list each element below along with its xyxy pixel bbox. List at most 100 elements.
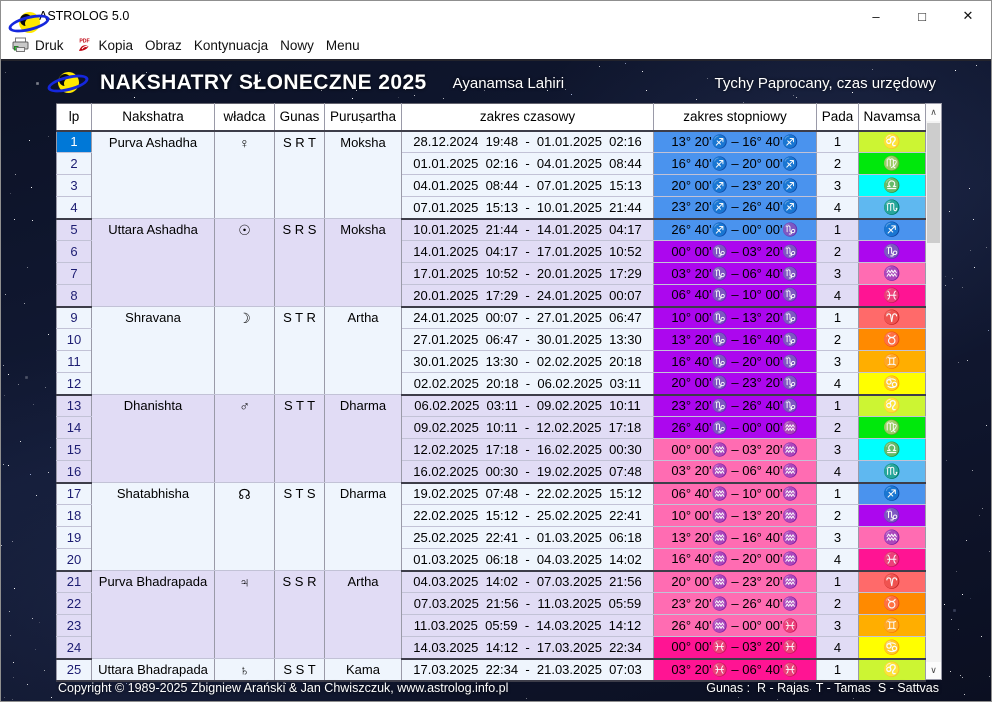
menu-item-druk[interactable]: Druk [9, 34, 73, 56]
cell-lp[interactable]: 9 [56, 306, 92, 329]
cell-time-range[interactable]: 04.03.2025 14:02 - 07.03.2025 21:56 [401, 570, 654, 593]
cell-lp[interactable]: 14 [56, 416, 92, 439]
cell-time-range[interactable]: 17.01.2025 10:52 - 20.01.2025 17:29 [401, 262, 654, 285]
cell-lp[interactable]: 4 [56, 196, 92, 220]
cell-time-range[interactable]: 10.01.2025 21:44 - 14.01.2025 04:17 [401, 218, 654, 241]
cell-pada[interactable]: 1 [816, 130, 859, 153]
cell-degree-range[interactable]: 26° 40'♑ – 00° 00'♒ [653, 416, 817, 439]
cell-lp[interactable]: 12 [56, 372, 92, 396]
menu-item-obraz[interactable]: Obraz [142, 35, 191, 56]
cell-time-range[interactable]: 16.02.2025 00:30 - 19.02.2025 07:48 [401, 460, 654, 484]
cell-pada[interactable]: 2 [816, 592, 859, 615]
maximize-button[interactable]: □ [918, 8, 926, 24]
cell-navamsa[interactable]: ♏ [858, 460, 926, 484]
cell-pada[interactable]: 3 [816, 350, 859, 373]
cell-pada[interactable]: 1 [816, 306, 859, 329]
cell-lp[interactable]: 22 [56, 592, 92, 615]
cell-navamsa[interactable]: ♋ [858, 372, 926, 396]
cell-lp[interactable]: 23 [56, 614, 92, 637]
menu-item-nowy[interactable]: Nowy [277, 35, 323, 56]
cell-degree-range[interactable]: 13° 20'♐ – 16° 40'♐ [653, 130, 817, 153]
cell-pada[interactable]: 1 [816, 482, 859, 505]
cell-pada[interactable]: 4 [816, 636, 859, 660]
cell-degree-range[interactable]: 00° 00'♓ – 03° 20'♓ [653, 636, 817, 660]
cell-degree-range[interactable]: 10° 00'♒ – 13° 20'♒ [653, 504, 817, 527]
cell-gunas[interactable]: S S T [274, 658, 325, 682]
cell-lp[interactable]: 16 [56, 460, 92, 484]
cell-pada[interactable]: 3 [816, 438, 859, 461]
cell-gunas[interactable]: S R S [274, 218, 325, 307]
cell-time-range[interactable]: 12.02.2025 17:18 - 16.02.2025 00:30 [401, 438, 654, 461]
cell-nakshatra[interactable]: Dhanishta [91, 394, 215, 483]
cell-ruler[interactable]: ♀ [214, 130, 275, 219]
cell-purusartha[interactable]: Artha [324, 570, 402, 659]
cell-ruler[interactable]: ☉ [214, 218, 275, 307]
cell-pada[interactable]: 4 [816, 196, 859, 220]
cell-pada[interactable]: 3 [816, 526, 859, 549]
cell-navamsa[interactable]: ♍ [858, 152, 926, 175]
cell-time-range[interactable]: 01.01.2025 02:16 - 04.01.2025 08:44 [401, 152, 654, 175]
scrollbar-thumb[interactable] [927, 123, 940, 243]
cell-ruler[interactable]: ♃ [214, 570, 275, 659]
cell-pada[interactable]: 2 [816, 152, 859, 175]
cell-pada[interactable]: 2 [816, 328, 859, 351]
cell-purusartha[interactable]: Dharma [324, 482, 402, 571]
cell-nakshatra[interactable]: Uttara Bhadrapada [91, 658, 215, 682]
cell-pada[interactable]: 3 [816, 262, 859, 285]
cell-gunas[interactable]: S S R [274, 570, 325, 659]
cell-navamsa[interactable]: ♉ [858, 592, 926, 615]
cell-navamsa[interactable]: ♌ [858, 658, 926, 682]
cell-degree-range[interactable]: 06° 40'♑ – 10° 00'♑ [653, 284, 817, 308]
cell-degree-range[interactable]: 03° 20'♒ – 06° 40'♒ [653, 460, 817, 484]
cell-navamsa[interactable]: ♎ [858, 438, 926, 461]
cell-navamsa[interactable]: ♌ [858, 130, 926, 153]
cell-time-range[interactable]: 25.02.2025 22:41 - 01.03.2025 06:18 [401, 526, 654, 549]
cell-time-range[interactable]: 11.03.2025 05:59 - 14.03.2025 14:12 [401, 614, 654, 637]
cell-purusartha[interactable]: Dharma [324, 394, 402, 483]
cell-lp[interactable]: 21 [56, 570, 92, 593]
cell-degree-range[interactable]: 26° 40'♐ – 00° 00'♑ [653, 218, 817, 241]
scroll-down-button[interactable]: ∨ [926, 662, 941, 679]
cell-time-range[interactable]: 06.02.2025 03:11 - 09.02.2025 10:11 [401, 394, 654, 417]
cell-lp[interactable]: 13 [56, 394, 92, 417]
cell-pada[interactable]: 4 [816, 372, 859, 396]
cell-time-range[interactable]: 24.01.2025 00:07 - 27.01.2025 06:47 [401, 306, 654, 329]
cell-nakshatra[interactable]: Uttara Ashadha [91, 218, 215, 307]
cell-ruler[interactable]: ♄ [214, 658, 275, 682]
cell-ruler[interactable]: ☊ [214, 482, 275, 571]
cell-time-range[interactable]: 14.03.2025 14:12 - 17.03.2025 22:34 [401, 636, 654, 660]
cell-purusartha[interactable]: Kama [324, 658, 402, 682]
cell-lp[interactable]: 5 [56, 218, 92, 241]
cell-pada[interactable]: 4 [816, 548, 859, 572]
cell-purusartha[interactable]: Artha [324, 306, 402, 395]
cell-time-range[interactable]: 27.01.2025 06:47 - 30.01.2025 13:30 [401, 328, 654, 351]
cell-time-range[interactable]: 09.02.2025 10:11 - 12.02.2025 17:18 [401, 416, 654, 439]
cell-pada[interactable]: 1 [816, 570, 859, 593]
cell-degree-range[interactable]: 16° 40'♒ – 20° 00'♒ [653, 548, 817, 572]
cell-degree-range[interactable]: 06° 40'♒ – 10° 00'♒ [653, 482, 817, 505]
cell-time-range[interactable]: 22.02.2025 15:12 - 25.02.2025 22:41 [401, 504, 654, 527]
menu-item-menu[interactable]: Menu [323, 35, 369, 56]
cell-lp[interactable]: 15 [56, 438, 92, 461]
cell-degree-range[interactable]: 16° 40'♐ – 20° 00'♐ [653, 152, 817, 175]
cell-navamsa[interactable]: ♈ [858, 570, 926, 593]
cell-time-range[interactable]: 07.03.2025 21:56 - 11.03.2025 05:59 [401, 592, 654, 615]
cell-navamsa[interactable]: ♒ [858, 262, 926, 285]
cell-degree-range[interactable]: 00° 00'♒ – 03° 20'♒ [653, 438, 817, 461]
menu-item-kopia[interactable]: PDF Kopia [73, 34, 143, 56]
cell-navamsa[interactable]: ♓ [858, 284, 926, 308]
cell-navamsa[interactable]: ♌ [858, 394, 926, 417]
cell-degree-range[interactable]: 03° 20'♓ – 06° 40'♓ [653, 658, 817, 682]
cell-degree-range[interactable]: 10° 00'♑ – 13° 20'♑ [653, 306, 817, 329]
cell-degree-range[interactable]: 13° 20'♒ – 16° 40'♒ [653, 526, 817, 549]
cell-time-range[interactable]: 02.02.2025 20:18 - 06.02.2025 03:11 [401, 372, 654, 396]
cell-gunas[interactable]: S T S [274, 482, 325, 571]
cell-gunas[interactable]: S T R [274, 306, 325, 395]
cell-degree-range[interactable]: 13° 20'♑ – 16° 40'♑ [653, 328, 817, 351]
cell-pada[interactable]: 4 [816, 284, 859, 308]
cell-ruler[interactable]: ☽ [214, 306, 275, 395]
cell-degree-range[interactable]: 20° 00'♐ – 23° 20'♐ [653, 174, 817, 197]
close-button[interactable]: ✕ [962, 8, 974, 23]
cell-navamsa[interactable]: ♏ [858, 196, 926, 220]
cell-nakshatra[interactable]: Shatabhisha [91, 482, 215, 571]
